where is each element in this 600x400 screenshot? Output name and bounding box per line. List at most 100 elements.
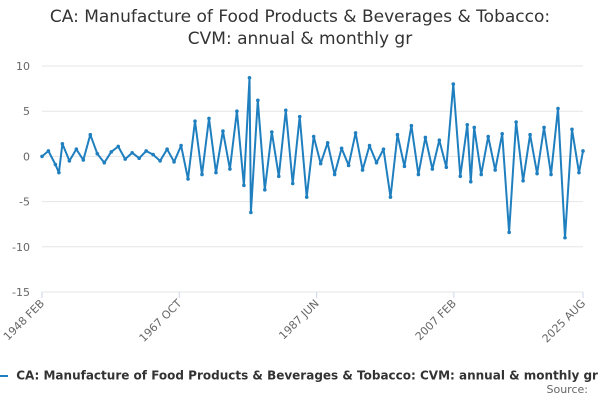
data-point[interactable]: [60, 141, 65, 146]
data-point[interactable]: [493, 168, 497, 172]
data-point[interactable]: [172, 160, 176, 164]
data-point[interactable]: [416, 172, 421, 177]
data-point[interactable]: [465, 122, 470, 127]
data-point[interactable]: [297, 114, 302, 119]
data-point[interactable]: [53, 162, 58, 167]
data-point[interactable]: [535, 171, 539, 176]
data-point[interactable]: [165, 147, 169, 151]
series-group: [40, 75, 585, 240]
data-point[interactable]: [556, 106, 560, 111]
data-point[interactable]: [40, 154, 44, 159]
data-point[interactable]: [360, 168, 365, 172]
data-point[interactable]: [423, 135, 428, 140]
data-point[interactable]: [353, 131, 358, 135]
y-tick-label: -10: [12, 241, 30, 254]
data-point[interactable]: [339, 146, 344, 151]
data-point[interactable]: [318, 161, 323, 166]
chart-title-line-2: CVM: annual & monthly gr: [187, 29, 413, 49]
data-point[interactable]: [158, 159, 162, 163]
data-point[interactable]: [81, 158, 86, 162]
data-point[interactable]: [270, 130, 274, 134]
data-point[interactable]: [200, 172, 204, 177]
data-point[interactable]: [221, 129, 225, 133]
data-point[interactable]: [186, 177, 190, 181]
x-tick-label: 1987 JUN: [276, 297, 321, 342]
data-point[interactable]: [521, 179, 525, 183]
data-point[interactable]: [430, 167, 435, 171]
data-point[interactable]: [249, 210, 253, 215]
data-point[interactable]: [57, 170, 61, 175]
data-point[interactable]: [458, 174, 463, 179]
data-point[interactable]: [214, 170, 218, 175]
data-point[interactable]: [332, 172, 337, 177]
data-point[interactable]: [514, 120, 518, 124]
data-point[interactable]: [367, 143, 372, 148]
data-point[interactable]: [179, 143, 183, 148]
data-point[interactable]: [283, 108, 288, 113]
data-point[interactable]: [479, 172, 484, 177]
data-point[interactable]: [570, 127, 574, 132]
x-tick-label: 2007 FEB: [413, 297, 459, 343]
data-point[interactable]: [472, 125, 477, 130]
data-point[interactable]: [228, 167, 232, 171]
data-point[interactable]: [528, 132, 532, 137]
data-point[interactable]: [346, 163, 351, 168]
data-point[interactable]: [256, 98, 260, 103]
series-line[interactable]: [41, 76, 584, 239]
data-point[interactable]: [247, 75, 252, 80]
data-point[interactable]: [581, 149, 585, 153]
x-tick-label: 2025 AUG: [540, 297, 589, 346]
data-point[interactable]: [137, 156, 141, 161]
data-point[interactable]: [116, 144, 121, 149]
y-tick-label: -15: [12, 286, 30, 299]
x-axis: 1948 FEB 1967 OCT 1987 JUN 2007 FEB 2025 AUG: [1, 292, 588, 345]
legend-label: CA: Manufacture of Food Products & Bever…: [16, 368, 598, 383]
data-point[interactable]: [46, 149, 51, 153]
data-point[interactable]: [507, 230, 511, 235]
data-point[interactable]: [304, 195, 309, 199]
data-point[interactable]: [374, 160, 379, 165]
data-point[interactable]: [402, 164, 407, 169]
data-point[interactable]: [381, 147, 386, 151]
data-point[interactable]: [409, 123, 414, 128]
data-point[interactable]: [95, 151, 100, 156]
y-tick-label: -5: [19, 196, 30, 209]
data-point[interactable]: [207, 116, 211, 121]
data-point[interactable]: [193, 119, 197, 123]
data-point[interactable]: [542, 125, 546, 130]
data-point[interactable]: [437, 138, 442, 142]
data-point[interactable]: [123, 157, 128, 161]
data-point[interactable]: [325, 141, 330, 145]
data-point[interactable]: [549, 172, 553, 177]
data-point[interactable]: [276, 174, 281, 179]
data-point[interactable]: [395, 132, 400, 137]
data-point[interactable]: [109, 150, 114, 154]
data-point[interactable]: [563, 235, 567, 240]
data-point[interactable]: [67, 159, 72, 163]
gridlines: [42, 65, 583, 293]
data-point[interactable]: [235, 109, 239, 113]
x-tick-label: 1967 OCT: [137, 297, 185, 345]
data-point[interactable]: [468, 179, 473, 184]
x-tick-label: 1948 FEB: [1, 297, 47, 343]
data-point[interactable]: [130, 150, 134, 155]
data-point[interactable]: [444, 165, 449, 170]
y-tick-label: 5: [23, 105, 30, 118]
data-point[interactable]: [74, 147, 79, 151]
data-point[interactable]: [486, 134, 491, 139]
data-point[interactable]: [151, 152, 155, 157]
data-point[interactable]: [102, 160, 107, 165]
legend[interactable]: CA: Manufacture of Food Products & Bever…: [0, 366, 600, 384]
data-point[interactable]: [500, 132, 504, 136]
data-point[interactable]: [263, 188, 267, 192]
data-point[interactable]: [144, 149, 148, 153]
chart-title: CA: Manufacture of Food Products & Bever…: [0, 6, 600, 50]
data-point[interactable]: [451, 82, 456, 86]
data-point[interactable]: [290, 181, 295, 186]
y-axis: 10 5 0 -5 -10 -15: [12, 60, 30, 299]
data-point[interactable]: [88, 132, 93, 137]
data-point[interactable]: [242, 183, 246, 188]
data-point[interactable]: [311, 134, 316, 139]
data-point[interactable]: [577, 170, 581, 175]
data-point[interactable]: [388, 195, 393, 199]
